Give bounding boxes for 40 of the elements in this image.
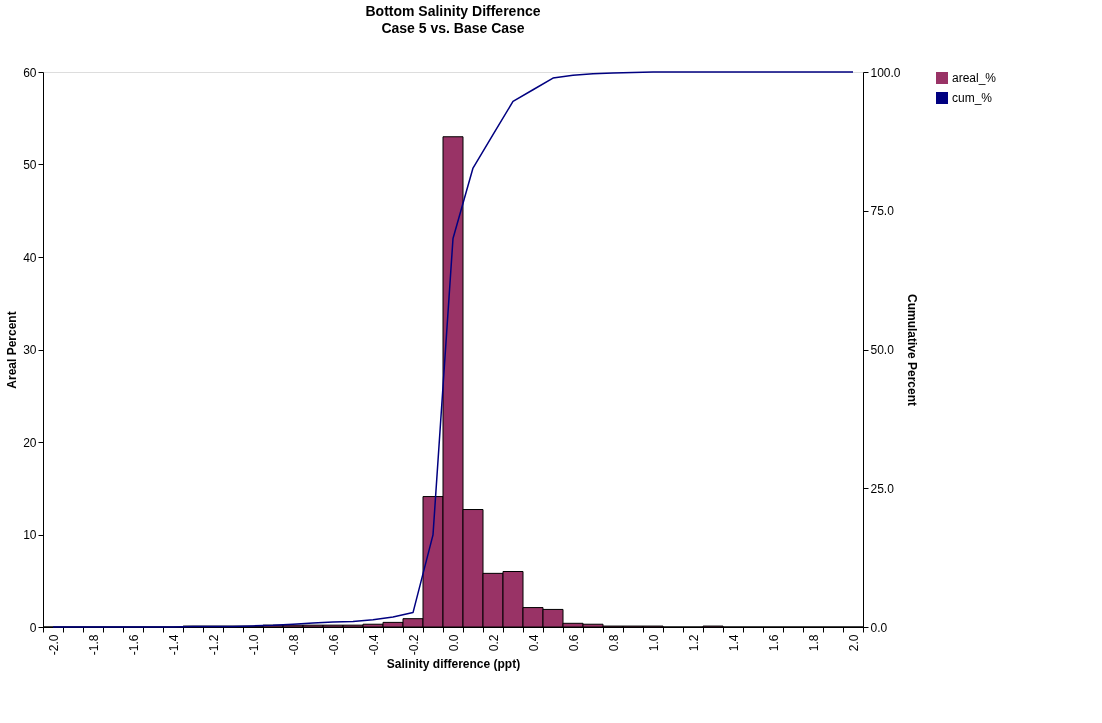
y-tick-label: 50 xyxy=(23,158,37,172)
x-tick-label: 0.8 xyxy=(606,634,621,652)
y-tick-label: 0 xyxy=(29,620,37,635)
y2-tick-label: 50.0 xyxy=(870,343,895,357)
chart-title: Bottom Salinity Difference xyxy=(365,3,541,19)
x-tick-label: 2.0 xyxy=(846,634,861,652)
y-tick-label: 60 xyxy=(23,65,37,80)
y-tick-label: 40 xyxy=(23,250,37,265)
x-tick-label: 1.0 xyxy=(646,634,661,652)
legend-label: cum_% xyxy=(952,91,993,105)
y2-tick-label: 0.0 xyxy=(870,620,888,635)
x-axis-title: Salinity difference (ppt) xyxy=(386,657,521,672)
x-tick-label: 1.4 xyxy=(726,634,741,652)
x-tick-label: 0.6 xyxy=(566,634,581,652)
x-tick-label: -0.8 xyxy=(286,634,301,656)
chart-subtitle: Case 5 vs. Base Case xyxy=(381,20,525,36)
x-tick-label: -0.2 xyxy=(406,634,421,656)
x-tick-label: 0.4 xyxy=(526,634,541,652)
x-tick-label: -1.4 xyxy=(166,634,181,656)
x-tick-label: -0.6 xyxy=(326,634,341,656)
x-tick-label: -1.6 xyxy=(126,634,141,656)
x-tick-label: 1.6 xyxy=(766,634,781,652)
legend-label: areal_% xyxy=(952,71,997,85)
y2-tick-label: 75.0 xyxy=(870,204,895,219)
x-tick-label: -1.0 xyxy=(246,634,261,656)
y-tick-label: 10 xyxy=(23,528,37,542)
y-tick-label: 30 xyxy=(23,343,37,357)
y2-axis-title: Cumulative Percent xyxy=(904,293,919,407)
x-tick-label: 1.2 xyxy=(686,634,701,652)
x-tick-label: 0.2 xyxy=(486,634,501,652)
y-axis-title: Areal Percent xyxy=(5,311,20,389)
x-tick-label: 1.8 xyxy=(806,634,821,652)
x-tick-label: -1.8 xyxy=(86,634,101,656)
y2-tick-label: 25.0 xyxy=(870,481,895,496)
x-tick-label: -0.4 xyxy=(366,634,381,656)
y2-tick-label: 100.0 xyxy=(870,65,901,80)
x-tick-label: 0.0 xyxy=(446,634,461,652)
x-tick-label: -2.0 xyxy=(46,634,61,656)
x-tick-label: -1.2 xyxy=(206,634,221,656)
y-tick-label: 20 xyxy=(23,435,37,450)
